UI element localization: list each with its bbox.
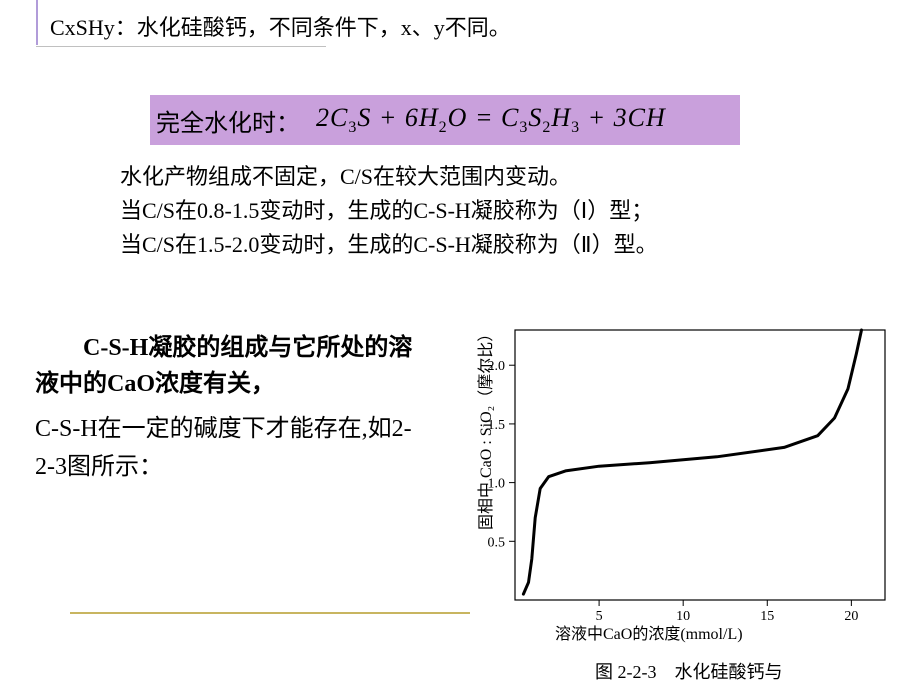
equation-highlight-box: 完全水化时： 2C3S + 6H2O = C3S2H3 + 3CH [150, 95, 740, 145]
chart-svg: 51015200.51.01.52.0 [455, 320, 895, 620]
hydration-equation: 2C3S + 6H2O = C3S2H3 + 3CH [316, 103, 666, 137]
slide-page: CxSHy：水化硅酸钙，不同条件下，x、y不同。 完全水化时： 2C3S + 6… [0, 0, 920, 690]
svg-text:20: 20 [844, 609, 858, 620]
gold-divider [70, 612, 470, 614]
top-divider [36, 46, 326, 47]
chart-xlabel: 溶液中CaO的浓度(mmol/L) [555, 620, 743, 644]
svg-text:15: 15 [760, 609, 774, 620]
svg-text:5: 5 [596, 609, 603, 620]
svg-text:0.5: 0.5 [488, 535, 506, 550]
csh-chart: 51015200.51.01.52.0 [455, 320, 895, 650]
body-line: 当C/S在0.8-1.5变动时，生成的C-S-H凝胶称为（Ⅰ）型； [120, 194, 658, 228]
definition-line: CxSHy：水化硅酸钙，不同条件下，x、y不同。 [50, 10, 511, 42]
svg-text:10: 10 [676, 609, 690, 620]
body-line: 当C/S在1.5-2.0变动时，生成的C-S-H凝胶称为（Ⅱ）型。 [120, 228, 658, 262]
equation-label: 完全水化时： [156, 103, 300, 138]
side-paragraph: C-S-H在一定的碱度下才能存在,如2- 2-3图所示： [35, 410, 415, 486]
body-line: 水化产物组成不固定，C/S在较大范围内变动。 [120, 160, 658, 194]
side-paragraph-bold: C-S-H凝胶的组成与它所处的溶液中的CaO浓度有关， [35, 330, 435, 402]
figure-caption: 图 2-2-3 水化硅酸钙与 [595, 658, 783, 684]
body-paragraph: 水化产物组成不固定，C/S在较大范围内变动。 当C/S在0.8-1.5变动时，生… [120, 160, 658, 262]
left-accent-border [36, 0, 38, 45]
chart-ylabel: 固相中 CaO : SiO₂（摩尔比） [472, 326, 496, 530]
